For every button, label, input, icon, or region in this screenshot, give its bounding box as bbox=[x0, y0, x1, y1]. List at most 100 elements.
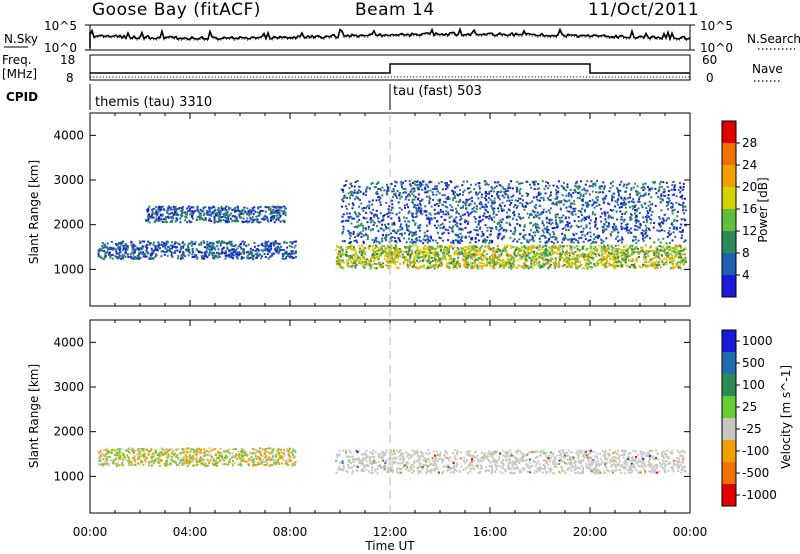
power-cell bbox=[366, 186, 369, 189]
power-cell bbox=[558, 200, 561, 203]
power-cell bbox=[548, 184, 551, 187]
power-cell bbox=[589, 235, 592, 238]
power-cell bbox=[634, 236, 637, 238]
power-cell bbox=[407, 198, 410, 201]
power-cell bbox=[634, 209, 636, 212]
power-cell bbox=[246, 257, 249, 259]
power-cell bbox=[370, 212, 373, 215]
power-cell bbox=[283, 241, 286, 244]
power-cell bbox=[571, 263, 574, 266]
power-cell bbox=[218, 256, 221, 258]
power-cell bbox=[593, 206, 596, 209]
power-cell bbox=[367, 247, 370, 250]
power-cell bbox=[341, 252, 344, 255]
power-cell bbox=[650, 244, 653, 247]
power-cell bbox=[402, 188, 405, 190]
power-cell bbox=[211, 242, 213, 245]
power-cell bbox=[625, 250, 628, 253]
power-cell bbox=[544, 263, 547, 265]
power-cell bbox=[99, 255, 102, 258]
power-cell bbox=[336, 260, 339, 263]
power-cell bbox=[591, 204, 594, 207]
power-cell bbox=[432, 193, 435, 196]
power-cell bbox=[647, 265, 650, 268]
power-cell bbox=[533, 183, 536, 186]
power-cell bbox=[493, 186, 496, 189]
power-cell bbox=[273, 216, 275, 219]
power-cell bbox=[353, 189, 356, 192]
power-cell bbox=[415, 254, 418, 257]
power-cell bbox=[539, 265, 542, 268]
power-cell bbox=[455, 265, 458, 268]
power-cell bbox=[533, 216, 535, 219]
power-cell bbox=[116, 257, 119, 260]
power-cell bbox=[505, 221, 508, 224]
power-cell bbox=[387, 210, 390, 213]
power-cell bbox=[526, 239, 529, 242]
power-cell bbox=[457, 251, 460, 254]
power-cell bbox=[662, 181, 665, 184]
noise-right-tick-top: 10^5 bbox=[700, 19, 733, 33]
power-cell bbox=[495, 261, 498, 264]
power-cell bbox=[531, 267, 534, 270]
power-cell bbox=[527, 252, 530, 255]
power-cell bbox=[549, 207, 552, 210]
power-cell bbox=[453, 220, 456, 223]
power-cell bbox=[452, 193, 455, 196]
power-cell bbox=[538, 213, 541, 216]
power-cell bbox=[291, 242, 294, 245]
power-cell bbox=[429, 260, 432, 263]
power-cell bbox=[270, 243, 273, 246]
power-cell bbox=[509, 245, 512, 247]
power-cell bbox=[357, 189, 360, 192]
power-cell bbox=[535, 180, 537, 183]
power-cell bbox=[488, 215, 491, 217]
power-cell bbox=[369, 244, 372, 247]
power-cell bbox=[580, 220, 583, 223]
power-cell bbox=[628, 266, 631, 269]
power-cell bbox=[461, 184, 464, 187]
power-cell bbox=[523, 237, 526, 240]
power-cell bbox=[166, 209, 169, 212]
power-cell bbox=[532, 259, 535, 262]
power-cell bbox=[367, 245, 370, 248]
power-cell bbox=[151, 257, 154, 260]
power-cell bbox=[617, 255, 620, 258]
power-cell bbox=[387, 208, 390, 211]
power-cell bbox=[503, 191, 506, 193]
power-cell bbox=[545, 244, 548, 247]
power-cell bbox=[425, 238, 428, 241]
power-cell bbox=[630, 248, 633, 251]
power-cell bbox=[613, 255, 616, 258]
power-cell bbox=[360, 233, 363, 235]
power-cell bbox=[581, 214, 583, 216]
power-cell bbox=[228, 221, 230, 223]
power-cell bbox=[350, 244, 353, 247]
power-cell bbox=[351, 245, 354, 248]
power-cell bbox=[419, 182, 422, 185]
power-cell bbox=[229, 207, 232, 210]
power-cell bbox=[450, 206, 453, 209]
power-cell bbox=[657, 196, 659, 198]
power-cell bbox=[641, 229, 644, 232]
power-cell bbox=[575, 186, 578, 189]
power-cell bbox=[180, 254, 183, 257]
power-cell bbox=[491, 195, 493, 198]
power-cell bbox=[279, 216, 281, 219]
power-cell bbox=[347, 219, 350, 222]
power-cell bbox=[485, 182, 488, 185]
power-cell bbox=[563, 188, 566, 190]
power-cell bbox=[356, 226, 359, 229]
power-cell bbox=[577, 241, 580, 244]
power-cell bbox=[497, 222, 500, 225]
power-cell bbox=[418, 252, 421, 255]
power-cell bbox=[471, 210, 474, 213]
cpid-panel: CPID themis (tau) 3310 tau (fast) 503 bbox=[6, 84, 482, 110]
power-cell bbox=[538, 261, 541, 264]
power-cell bbox=[169, 221, 172, 224]
power-cell bbox=[633, 266, 636, 269]
power-cell bbox=[653, 254, 656, 257]
power-cell bbox=[486, 192, 489, 195]
power-cell bbox=[217, 240, 219, 243]
power-cell bbox=[600, 250, 603, 253]
